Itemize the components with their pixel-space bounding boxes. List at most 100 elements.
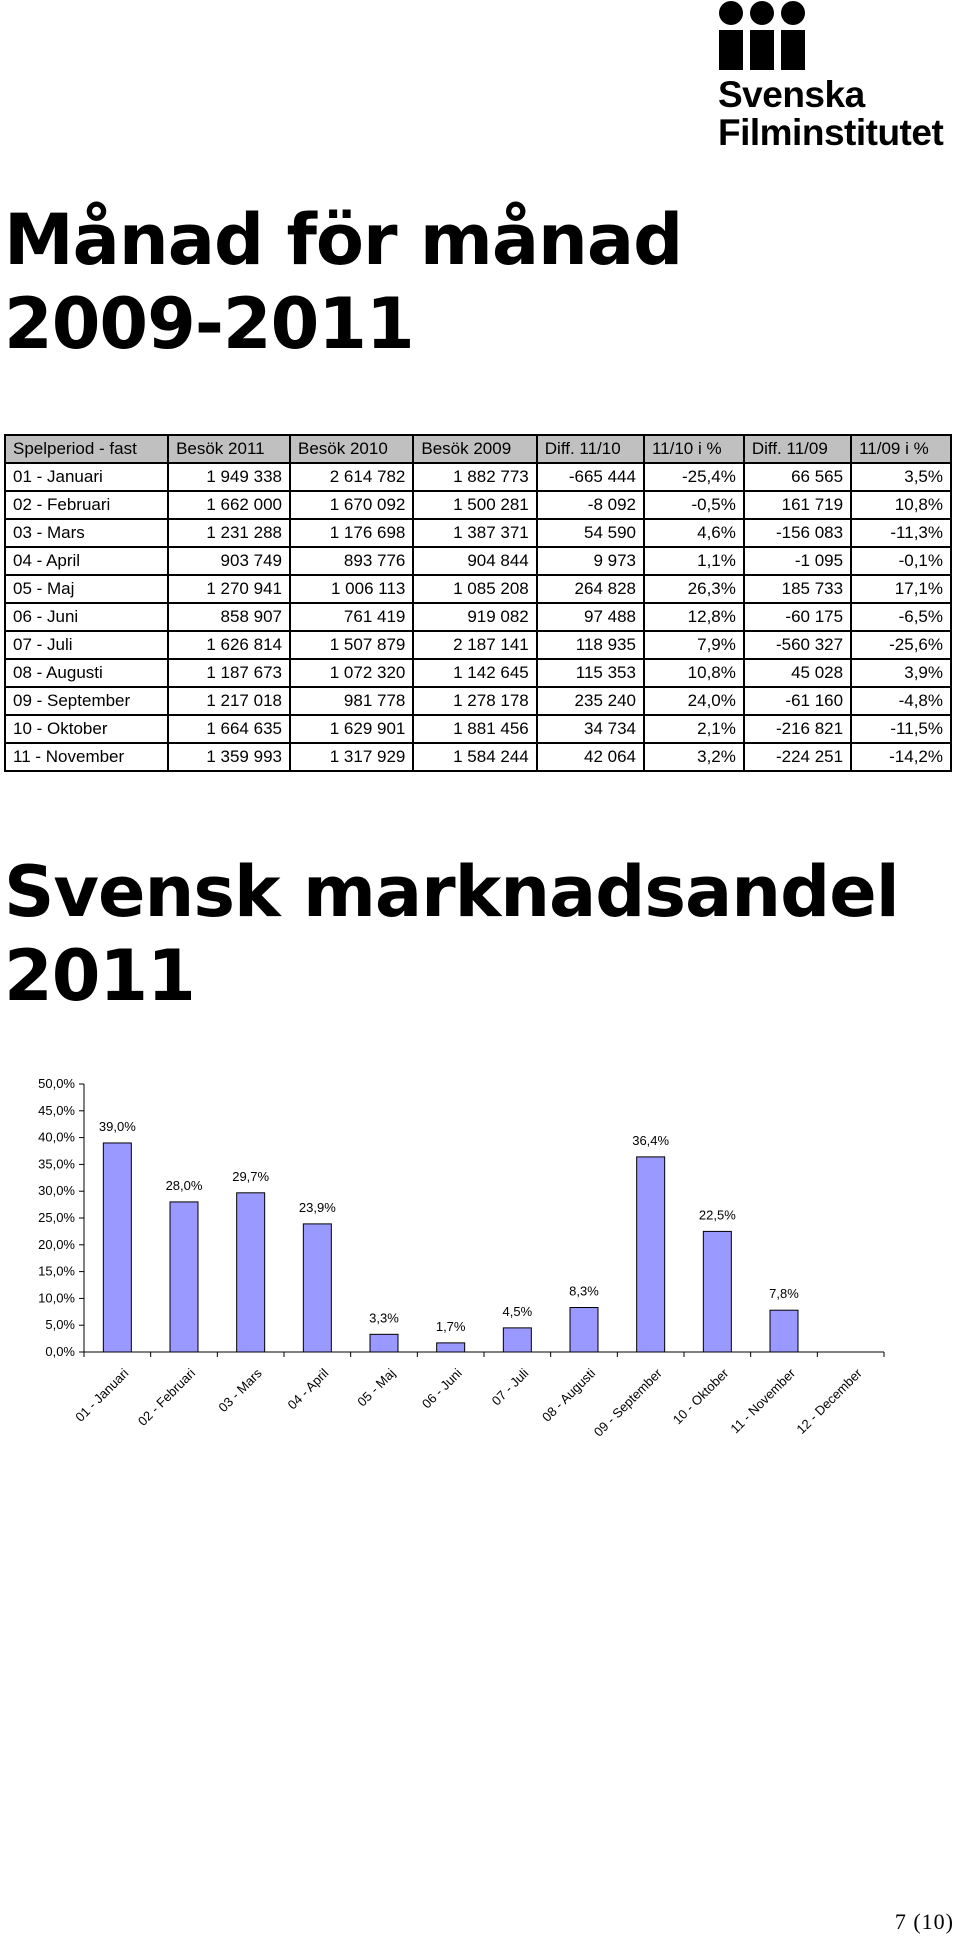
table-row: 04 - April 903 749 893 776 904 844 9 973 1,1%… bbox=[3, 546, 952, 576]
table-cell: 1 072 320 bbox=[288, 658, 415, 688]
data-label: 39,0% bbox=[99, 1119, 136, 1134]
data-label: 1,7% bbox=[436, 1319, 466, 1334]
table-cell: 45 028 bbox=[742, 658, 853, 688]
y-tick-label: 50,0% bbox=[38, 1076, 75, 1091]
bar bbox=[369, 1333, 399, 1353]
section-title-line-1: Svensk marknadsandel bbox=[4, 851, 900, 933]
x-tick-label: 05 - Maj bbox=[354, 1365, 398, 1409]
y-tick-label: 20,0% bbox=[38, 1237, 75, 1252]
table-cell: -6,5% bbox=[850, 602, 952, 632]
row-label-cell: 01 - Januari bbox=[3, 462, 170, 492]
table-row: 02 - Februari 1 662 000 1 670 092 1 500 281… bbox=[3, 490, 952, 520]
table-cell: -4,8% bbox=[850, 686, 952, 716]
table-cell: 7,9% bbox=[642, 630, 745, 660]
y-tick-label: 25,0% bbox=[38, 1210, 75, 1225]
table-cell: -25,4% bbox=[642, 462, 745, 492]
bar bbox=[436, 1342, 466, 1353]
table-row: 09 - September 1 217 018 981 778 1 278 178 2… bbox=[3, 686, 952, 716]
table-cell: -0,1% bbox=[850, 546, 952, 576]
bar bbox=[569, 1307, 599, 1353]
row-label-cell: 07 - Juli bbox=[3, 630, 170, 660]
table-cell: 4,6% bbox=[642, 518, 745, 548]
table-row: 08 - Augusti 1 187 673 1 072 320 1 142 645 1… bbox=[3, 658, 952, 688]
row-label-cell: 09 - September bbox=[3, 686, 170, 716]
data-label: 8,3% bbox=[569, 1284, 599, 1299]
table-cell: 12,8% bbox=[642, 602, 745, 632]
y-tick-label: 40,0% bbox=[38, 1130, 75, 1145]
table-cell: 1 670 092 bbox=[288, 490, 415, 520]
section-title-line-2: 2011 bbox=[4, 935, 196, 1017]
column-header: Besök 2009 bbox=[412, 434, 538, 464]
table-row: 07 - Juli 1 626 814 1 507 879 2 187 141 118 … bbox=[3, 630, 952, 660]
table-cell: 264 828 bbox=[535, 574, 645, 604]
x-tick-label: 08 - Augusti bbox=[539, 1365, 598, 1424]
table-row: 01 - Januari 1 949 338 2 614 782 1 882 773-… bbox=[3, 462, 952, 492]
table-cell: 1 359 993 bbox=[167, 742, 291, 772]
y-tick-label: 15,0% bbox=[38, 1264, 75, 1279]
row-label-cell: 04 - April bbox=[3, 546, 170, 576]
row-label-cell: 06 - Juni bbox=[3, 602, 170, 632]
logo-line-2: Filminstitutet bbox=[718, 112, 944, 153]
table-cell: 1 176 698 bbox=[288, 518, 415, 548]
data-label: 29,7% bbox=[232, 1169, 269, 1184]
column-header: Spelperiod - fast bbox=[3, 434, 170, 464]
bar bbox=[169, 1201, 199, 1353]
table-cell: 1 662 000 bbox=[167, 490, 291, 520]
y-tick-label: 45,0% bbox=[38, 1103, 75, 1118]
logo-text: Svenska Filminstitutet bbox=[718, 74, 944, 153]
table-cell: 1 317 929 bbox=[288, 742, 415, 772]
table-cell: 1 584 244 bbox=[412, 742, 538, 772]
data-label: 23,9% bbox=[299, 1200, 336, 1215]
column-header: 11/09 i % bbox=[850, 434, 952, 464]
table-cell: -11,3% bbox=[850, 518, 952, 548]
table-cell: 1 217 018 bbox=[167, 686, 291, 716]
table-cell: -8 092 bbox=[535, 490, 645, 520]
table-cell: 17,1% bbox=[850, 574, 952, 604]
x-tick-label: 06 - Juni bbox=[419, 1365, 465, 1411]
x-tick-label: 02 - Februari bbox=[135, 1365, 198, 1428]
x-tick-label: 12 - December bbox=[793, 1365, 865, 1437]
table-cell: 2,1% bbox=[642, 714, 745, 744]
table-cell: 54 590 bbox=[535, 518, 645, 548]
y-tick-label: 5,0% bbox=[45, 1317, 75, 1332]
y-tick-label: 35,0% bbox=[38, 1156, 75, 1171]
x-tick-label: 01 - Januari bbox=[72, 1365, 131, 1424]
table-cell: 26,3% bbox=[642, 574, 745, 604]
bar bbox=[636, 1156, 666, 1353]
table-row: 06 - Juni 858 907 761 419 919 082 97 488 12,8… bbox=[3, 602, 952, 632]
table-cell: 904 844 bbox=[412, 546, 538, 576]
data-label: 7,8% bbox=[769, 1286, 799, 1301]
row-label-cell: 02 - Februari bbox=[3, 490, 170, 520]
table-cell: 1 187 673 bbox=[167, 658, 291, 688]
table-cell: 161 719 bbox=[742, 490, 853, 520]
data-label: 3,3% bbox=[369, 1310, 399, 1325]
bar bbox=[702, 1230, 732, 1353]
bar bbox=[102, 1142, 132, 1353]
table-cell: 115 353 bbox=[535, 658, 645, 688]
table-header-row: Spelperiod - fast Besök 2011 Besök 2010 … bbox=[3, 434, 952, 464]
table-cell: -14,2% bbox=[850, 742, 952, 772]
table-cell: 66 565 bbox=[742, 462, 853, 492]
row-label-cell: 05 - Maj bbox=[3, 574, 170, 604]
table-cell: 3,5% bbox=[850, 462, 952, 492]
table-cell: 761 419 bbox=[288, 602, 415, 632]
table-cell: -11,5% bbox=[850, 714, 952, 744]
x-tick-label: 11 - November bbox=[727, 1365, 798, 1436]
x-tick-label: 10 - Oktober bbox=[670, 1365, 732, 1427]
table-cell: 1 882 773 bbox=[412, 462, 538, 492]
table-cell: 1 387 371 bbox=[412, 518, 538, 548]
row-label-cell: 08 - Augusti bbox=[3, 658, 170, 688]
bar bbox=[769, 1309, 799, 1353]
table-cell: 1 507 879 bbox=[288, 630, 415, 660]
table-cell: -61 160 bbox=[742, 686, 853, 716]
table-cell: 919 082 bbox=[412, 602, 538, 632]
bar bbox=[302, 1223, 332, 1353]
table-cell: -60 175 bbox=[742, 602, 853, 632]
table-cell: 981 778 bbox=[288, 686, 415, 716]
logo-line-1: Svenska bbox=[718, 74, 865, 115]
page-title-line-1: Månad för månad bbox=[4, 199, 683, 281]
table-cell: -665 444 bbox=[535, 462, 645, 492]
table-cell: 1 881 456 bbox=[412, 714, 538, 744]
svenska-filminstitutet-logo: Svenska Filminstitutet bbox=[718, 0, 958, 153]
table-cell: 1,1% bbox=[642, 546, 745, 576]
